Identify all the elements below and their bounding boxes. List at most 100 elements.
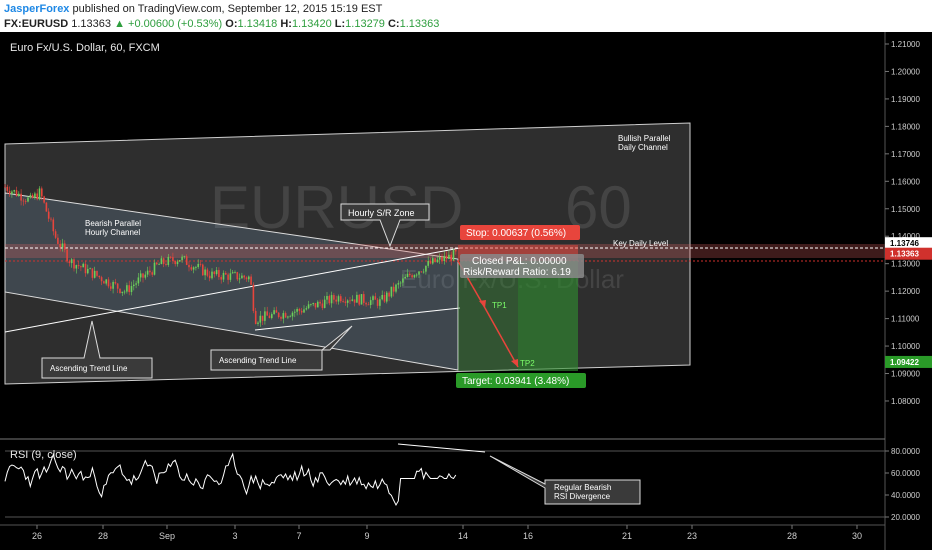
candle-body — [372, 296, 374, 301]
candle-body — [181, 256, 183, 261]
candle-body — [130, 286, 133, 293]
y-tick-label: 1.09000 — [891, 370, 920, 379]
candle-body — [29, 194, 32, 198]
publish-line: JasperForex published on TradingView.com… — [4, 3, 382, 15]
candle-body — [188, 264, 190, 268]
candle-body — [291, 312, 294, 317]
rsi-tick-label: 60.0000 — [891, 469, 920, 478]
candle-body — [222, 272, 225, 280]
candle-body — [289, 316, 291, 318]
candle-body — [413, 275, 416, 278]
ohlc-line: FX:EURUSD 1.13363 ▲ +0.00600 (+0.53%) O:… — [4, 18, 439, 30]
candle-body — [133, 284, 135, 287]
candle-body — [287, 316, 289, 318]
symbol-label: FX:EURUSD — [4, 18, 69, 30]
candle-body — [4, 186, 6, 188]
open-label: O: — [225, 18, 238, 30]
low-value: 1.13279 — [345, 18, 385, 30]
candle-body — [254, 310, 257, 324]
close-value: 1.13363 — [399, 18, 440, 30]
author-link[interactable]: JasperForex — [4, 3, 70, 15]
chart-canvas[interactable]: EURUSD 60 Euro Fx/U.S. Dollar TP1 TP2 St… — [0, 32, 932, 550]
candle-body — [259, 315, 262, 323]
candles-group — [4, 184, 457, 327]
x-tick-label: 7 — [296, 531, 301, 541]
candle-body — [376, 299, 379, 306]
candle-body — [436, 259, 439, 263]
rsi-title: RSI (9, close) — [10, 449, 77, 461]
price-tag-label: 1.13746 — [890, 239, 919, 248]
candle-body — [356, 294, 358, 303]
candle-body — [275, 310, 278, 313]
candle-body — [406, 273, 409, 278]
target-zone-extension — [518, 261, 578, 371]
price-tag-label: 1.13363 — [890, 250, 919, 259]
last-price: 1.13363 — [71, 18, 111, 30]
trend-line-2 — [254, 307, 461, 331]
candle-body — [31, 194, 34, 198]
candle-body — [273, 310, 275, 315]
candle-body — [174, 261, 176, 265]
candle-body — [358, 294, 360, 305]
y-tick-label: 1.12000 — [891, 287, 920, 296]
candle-body — [103, 281, 105, 284]
candle-body — [204, 269, 206, 276]
candle-body — [50, 218, 52, 220]
key-level-label: Key Daily Level — [613, 239, 668, 248]
price-tag-label: 1.09422 — [890, 358, 919, 367]
candle-body — [61, 243, 64, 248]
sr-zone-callout — [340, 203, 430, 248]
candle-body — [351, 299, 354, 301]
price-tag-box — [885, 355, 932, 368]
candle-body — [70, 259, 73, 264]
rsi-divergence-line — [397, 443, 486, 453]
candle-body — [429, 260, 432, 264]
bearish-channel-label-1: Bearish Parallel — [85, 219, 141, 228]
candle-body — [425, 265, 427, 272]
y-tick-label: 1.08000 — [891, 397, 920, 406]
candle-body — [146, 270, 149, 275]
candle-body — [445, 255, 448, 259]
candle-body — [243, 275, 245, 278]
candle-body — [208, 275, 211, 279]
candle-body — [211, 271, 213, 279]
publish-info: published on TradingView.com, September … — [72, 3, 383, 15]
y-tick-label: 1.18000 — [891, 122, 920, 131]
candle-body — [277, 312, 280, 318]
candle-body — [176, 261, 179, 265]
bullish-daily-channel — [4, 122, 691, 385]
candle-body — [305, 308, 308, 310]
candle-body — [312, 303, 314, 305]
candle-body — [153, 262, 156, 275]
candle-body — [151, 272, 153, 275]
price-tags: 1.13746 1.13363 1.09422 — [885, 237, 932, 368]
candle-body — [128, 285, 130, 293]
candle-body — [20, 193, 22, 201]
candle-body — [158, 264, 160, 265]
candle-body — [443, 255, 446, 262]
candle-body — [448, 254, 450, 259]
candle-body — [77, 265, 80, 267]
x-axis-ticks: 26 28 Sep 3 7 9 14 16 21 23 28 30 — [32, 525, 862, 541]
candle-body — [225, 272, 227, 275]
candle-body — [409, 273, 411, 276]
candle-body — [22, 200, 25, 202]
candle-body — [114, 281, 117, 284]
rsi-tick-label: 80.0000 — [891, 447, 920, 456]
x-tick-label: 16 — [523, 531, 533, 541]
candle-body — [271, 314, 273, 319]
rsi-divergence-label-2: RSI Divergence — [554, 492, 611, 501]
candle-body — [307, 304, 310, 309]
candle-body — [52, 219, 55, 232]
candle-body — [365, 302, 367, 305]
sr-zone-label: Hourly S/R Zone — [348, 208, 415, 218]
candle-body — [165, 263, 167, 265]
x-tick-label: 28 — [98, 531, 108, 541]
candle-body — [234, 272, 236, 273]
x-tick-label: 28 — [787, 531, 797, 541]
candle-body — [36, 193, 38, 200]
price-tag-box — [885, 247, 932, 260]
rsi-line — [4, 452, 457, 507]
candle-body — [202, 264, 204, 276]
candle-body — [110, 286, 112, 289]
